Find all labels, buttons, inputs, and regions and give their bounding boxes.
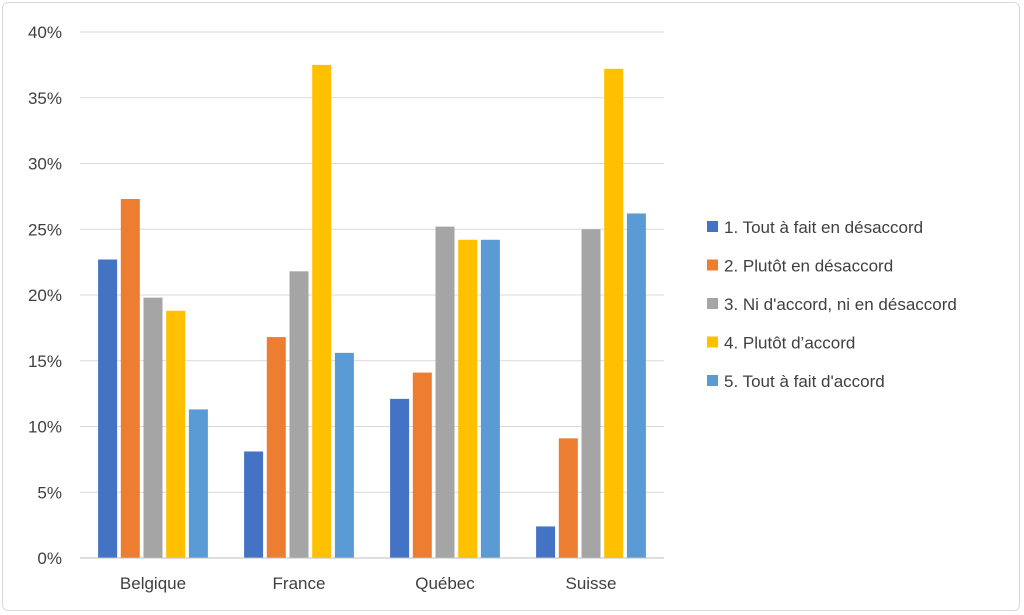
bars	[98, 64, 646, 558]
legend-swatch	[707, 298, 718, 309]
bar	[536, 526, 556, 558]
legend: 1. Tout à fait en désaccord 2. Plutôt en …	[707, 218, 957, 391]
bar	[98, 259, 118, 558]
x-axis: Belgique France Québec Suisse	[80, 557, 664, 593]
bar	[143, 297, 163, 558]
legend-label: 1. Tout à fait en désaccord	[724, 218, 923, 237]
x-tick-label: Suisse	[565, 574, 616, 593]
bar	[244, 451, 264, 558]
bar	[558, 438, 578, 558]
y-tick-label: 30%	[28, 155, 62, 174]
y-axis-ticks: 0% 5% 10% 15% 20% 25% 30% 35% 40%	[28, 23, 62, 568]
bar	[604, 68, 624, 558]
bar	[334, 352, 354, 558]
y-tick-label: 15%	[28, 352, 62, 371]
bar	[120, 199, 140, 558]
bar	[188, 409, 208, 558]
x-tick-label: Québec	[415, 574, 475, 593]
legend-label: 5. Tout à fait d'accord	[724, 372, 885, 391]
bar	[312, 64, 332, 558]
x-tick-label: Belgique	[120, 574, 186, 593]
legend-label: 2. Plutôt en désaccord	[724, 257, 893, 276]
y-tick-label: 35%	[28, 89, 62, 108]
bar	[289, 271, 309, 558]
y-tick-label: 25%	[28, 220, 62, 239]
bar	[166, 310, 186, 558]
bar	[412, 372, 432, 558]
y-tick-label: 20%	[28, 286, 62, 305]
x-tick-label: France	[273, 574, 326, 593]
y-tick-label: 0%	[37, 549, 62, 568]
legend-swatch	[707, 375, 718, 386]
bar	[266, 337, 286, 558]
bar	[390, 398, 410, 558]
legend-label: 3. Ni d'accord, ni en désaccord	[724, 295, 957, 314]
legend-swatch	[707, 336, 718, 348]
bar	[626, 213, 646, 558]
legend-label: 4. Plutôt d’accord	[724, 334, 855, 353]
legend-swatch	[707, 259, 718, 271]
bar	[458, 239, 478, 558]
legend-swatch	[707, 221, 718, 232]
bar	[480, 239, 500, 558]
y-tick-label: 5%	[37, 483, 62, 502]
bar	[435, 226, 455, 558]
y-tick-label: 40%	[28, 23, 62, 42]
y-tick-label: 10%	[28, 418, 62, 437]
bar	[581, 229, 601, 558]
